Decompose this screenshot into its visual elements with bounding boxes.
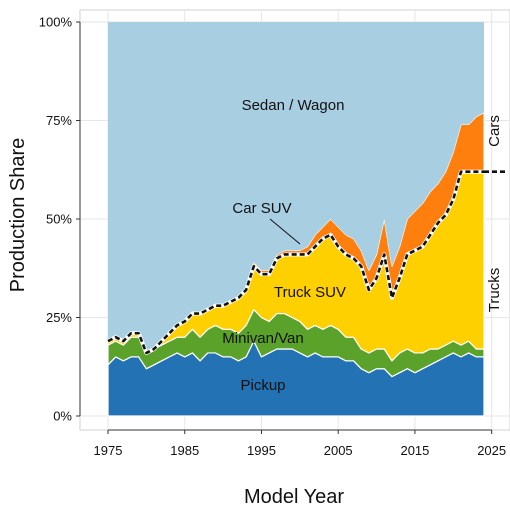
y-tick-label: 75% <box>46 113 72 128</box>
y-tick-label: 100% <box>39 15 73 30</box>
y-axis-title: Production Share <box>7 138 29 293</box>
label-cars: Cars <box>486 115 503 147</box>
label-truck-suv: Truck SUV <box>274 284 346 301</box>
y-tick-label: 25% <box>46 310 72 325</box>
y-tick-label: 0% <box>53 409 72 424</box>
y-axis: 0% 25% 50% 75% 100% <box>39 15 81 424</box>
car-suv-pointer-line <box>269 218 301 245</box>
x-tick-label: 1985 <box>170 443 199 458</box>
x-tick-label: 1975 <box>94 443 123 458</box>
separator-layer <box>107 169 508 355</box>
y-tick-label: 50% <box>46 212 72 227</box>
x-tick-label: 1995 <box>247 443 276 458</box>
label-pickup: Pickup <box>240 377 285 394</box>
x-tick-label: 2015 <box>400 443 429 458</box>
x-axis: 1975 1985 1995 2005 2015 2025 <box>94 429 506 458</box>
label-sedan-wagon: Sedan / Wagon <box>242 97 345 114</box>
stacked-areas <box>107 22 485 417</box>
x-axis-title: Model Year <box>244 486 344 508</box>
x-tick-label: 2025 <box>477 443 506 458</box>
separator-line <box>107 170 484 355</box>
x-tick-label: 2005 <box>324 443 353 458</box>
label-car-suv: Car SUV <box>232 200 291 217</box>
area-sedan-wagon <box>108 22 484 353</box>
label-minivan-van: Minivan/Van <box>222 330 303 347</box>
label-trucks: Trucks <box>486 268 503 312</box>
